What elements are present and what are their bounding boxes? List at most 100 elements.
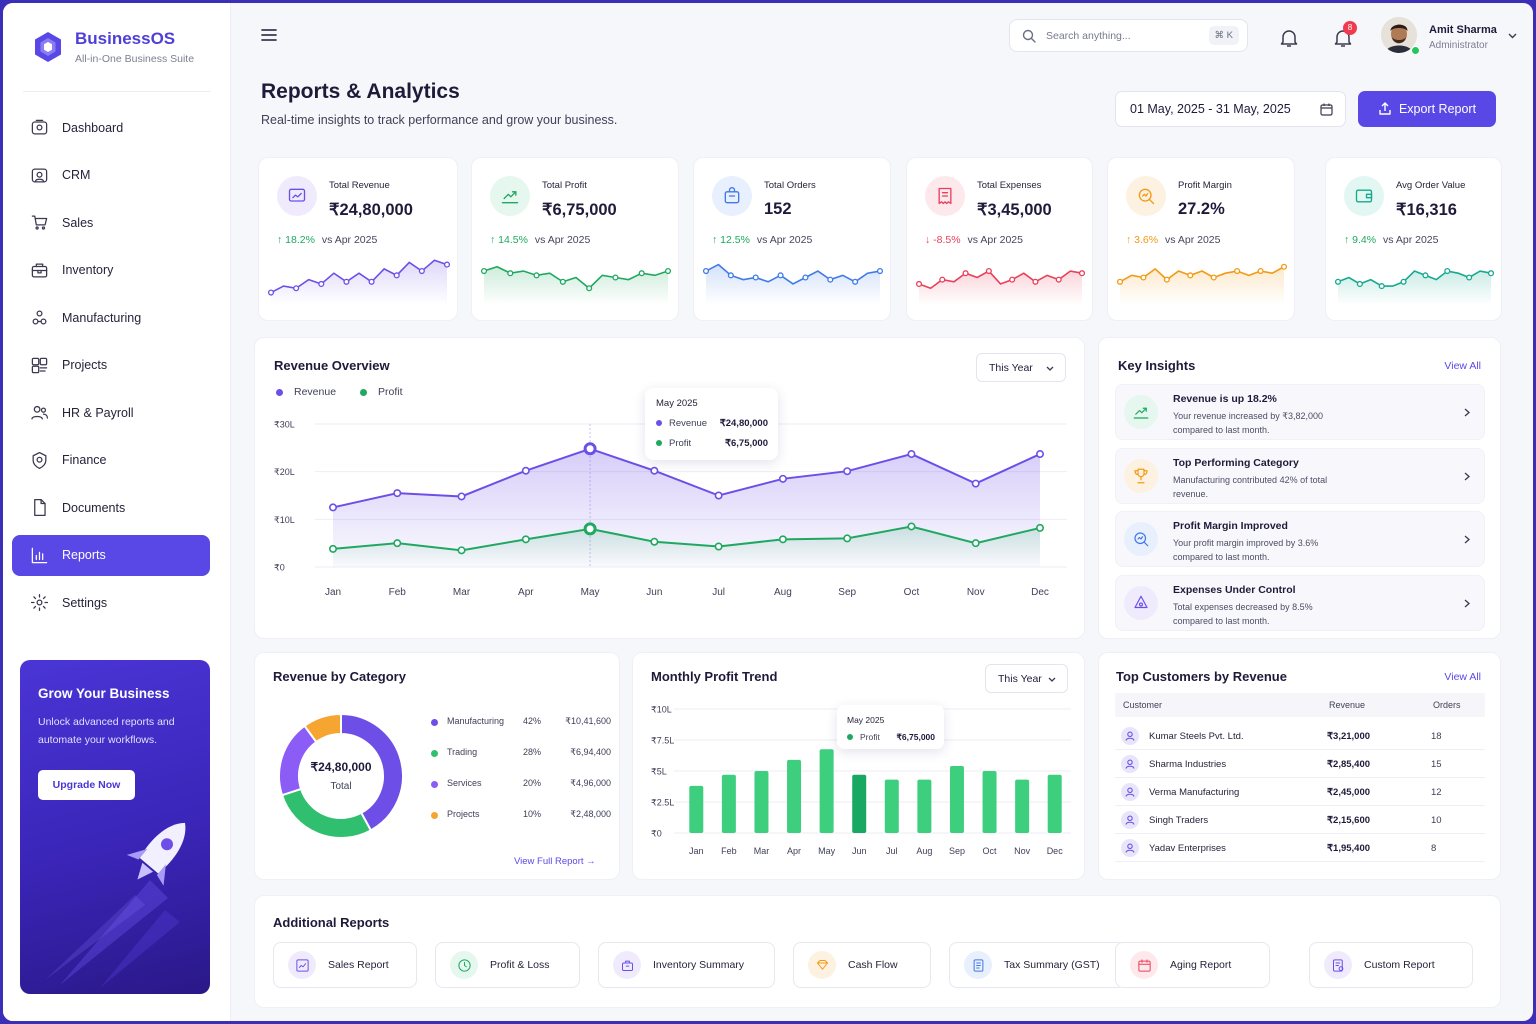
sidebar-item-settings[interactable]: Settings (12, 582, 210, 623)
export-report-label: Export Report (1398, 102, 1477, 116)
kpi-card-total-orders[interactable]: Total Orders 152 ↑ 12.5% vs Apr 2025 (693, 157, 891, 321)
data-point-revenue (393, 489, 402, 498)
menu-toggle-icon[interactable] (261, 28, 277, 42)
report-button-aging-report[interactable]: Aging Report (1115, 942, 1270, 988)
kpi-sparkline (480, 265, 672, 305)
table-row[interactable]: Singh Traders ₹2,15,600 10 (1115, 806, 1485, 834)
arrow-right-icon: → (586, 856, 596, 867)
bar-aug (917, 779, 932, 833)
sidebar-item-label: Sales (62, 215, 94, 230)
view-full-report-link[interactable]: View Full Report → (514, 856, 596, 867)
x-tick-label: Mar (453, 587, 471, 598)
sparkline-area (1338, 271, 1491, 305)
dashboard-icon (31, 119, 48, 135)
data-point-profit (907, 522, 916, 531)
sidebar-item-hr-payroll[interactable]: HR & Payroll (12, 392, 210, 433)
table-row[interactable]: Sharma Industries ₹2,85,400 15 (1115, 750, 1485, 778)
sidebar-item-dashboard[interactable]: Dashboard (12, 107, 210, 148)
report-button-tax-summary-gst[interactable]: Tax Summary (GST) (949, 942, 1125, 988)
upgrade-now-button[interactable]: Upgrade Now (38, 770, 135, 800)
x-tick-label: May (818, 846, 836, 856)
kpi-icon-wrap (712, 176, 752, 216)
profit-period-select[interactable]: This Year (985, 664, 1068, 693)
report-button-cash-flow[interactable]: Cash Flow (793, 942, 931, 988)
sparkline-point (876, 267, 884, 275)
x-tick-label: Jan (325, 587, 341, 598)
customer-orders: 15 (1431, 759, 1442, 770)
kpi-card-avg-order-value[interactable]: Avg Order Value ₹16,316 ↑ 9.4% vs Apr 20… (1325, 157, 1502, 321)
date-range-picker[interactable]: 01 May, 2025 - 31 May, 2025 (1115, 91, 1346, 127)
kpi-card-total-profit[interactable]: Total Profit ₹6,75,000 ↑ 14.5% vs Apr 20… (471, 157, 679, 321)
sidebar-item-finance[interactable]: Finance (12, 440, 210, 481)
chevron-down-icon (1048, 677, 1056, 682)
category-legend-item: Projects 10% ₹2,48,000 (431, 809, 611, 823)
report-button-inventory-summary[interactable]: Inventory Summary (598, 942, 775, 988)
customer-orders: 18 (1431, 731, 1442, 742)
customer-avatar-icon (1121, 811, 1139, 829)
insight-item[interactable]: Expenses Under Control Total expenses de… (1115, 574, 1485, 631)
sidebar-item-reports[interactable]: Reports (12, 534, 210, 576)
top-customers-view-all-link[interactable]: View All (1444, 671, 1481, 683)
report-button-sales-report[interactable]: Sales Report (273, 942, 417, 988)
arrow-up-icon: ↑ (1344, 234, 1350, 246)
insight-title: Expenses Under Control (1173, 583, 1296, 596)
category-legend-item: Manufacturing 42% ₹10,41,600 (431, 716, 611, 730)
bar-dec (1047, 774, 1062, 833)
category-legend-item: Services 20% ₹4,96,000 (431, 778, 611, 792)
trend-up-icon (501, 191, 519, 204)
insight-item[interactable]: Profit Margin Improved Your profit margi… (1115, 511, 1485, 567)
chevron-down-icon[interactable] (1508, 33, 1517, 39)
date-range-value: 01 May, 2025 - 31 May, 2025 (1130, 102, 1291, 116)
x-tick-label: Jan (689, 846, 704, 856)
kpi-label: Total Orders (764, 180, 816, 191)
data-point-profit (971, 539, 980, 548)
report-button-custom-report[interactable]: Custom Report (1309, 942, 1473, 988)
search-box[interactable]: ⌘ K (1009, 19, 1248, 52)
table-row[interactable]: Verma Manufacturing ₹2,45,000 12 (1115, 778, 1485, 806)
report-button-profit-loss[interactable]: Profit & Loss (435, 942, 580, 988)
export-report-button[interactable]: Export Report (1358, 91, 1496, 127)
bag-icon (724, 187, 740, 204)
col-revenue: Revenue (1329, 700, 1366, 710)
legend-revenue[interactable]: Revenue (276, 386, 336, 398)
sidebar-item-projects[interactable]: Projects (12, 345, 210, 386)
search-input[interactable] (1046, 29, 1196, 42)
sidebar-item-sales[interactable]: Sales (12, 202, 210, 243)
sparkline-area (1120, 266, 1284, 305)
kpi-label: Total Revenue (329, 180, 390, 191)
sidebar-item-manufacturing[interactable]: Manufacturing (12, 297, 210, 338)
sparkline-line (1337, 270, 1492, 287)
legend-profit[interactable]: Profit (360, 386, 403, 398)
sparkline-point (802, 274, 809, 281)
table-row[interactable]: Yadav Enterprises ₹1,95,400 8 (1115, 834, 1485, 862)
sparkline-point (480, 267, 488, 275)
sidebar-item-crm[interactable]: CRM (12, 155, 210, 196)
sparkline-point (418, 267, 425, 275)
bar-may (819, 749, 834, 833)
key-insights-view-all-link[interactable]: View All (1444, 360, 1481, 372)
brand-logo[interactable]: BusinessOS All-in-One Business Suite (31, 29, 194, 65)
sparkline-point (939, 276, 946, 283)
insight-icon-wrap (1124, 458, 1158, 493)
sparkline-line (483, 265, 669, 290)
kpi-card-profit-margin[interactable]: Profit Margin 27.2% ↑ 3.6% vs Apr 2025 (1107, 157, 1295, 321)
bar-oct (982, 771, 997, 833)
top-customers-title: Top Customers by Revenue (1116, 669, 1287, 684)
trend-up-icon (1133, 407, 1149, 419)
sidebar-item-inventory[interactable]: Inventory (12, 250, 210, 291)
sidebar-item-documents[interactable]: Documents (12, 487, 210, 528)
kpi-card-total-revenue[interactable]: Total Revenue ₹24,80,000 ↑ 18.2% vs Apr … (258, 157, 458, 321)
kpi-label: Profit Margin (1178, 180, 1232, 191)
customer-avatar-icon (1121, 839, 1139, 857)
data-point-profit (457, 546, 466, 555)
kpi-card-total-expenses[interactable]: Total Expenses ₹3,45,000 ↓ -8.5% vs Apr … (906, 157, 1093, 321)
sparkline-point (752, 274, 759, 281)
margin-icon (1138, 188, 1155, 205)
table-row[interactable]: Kumar Steels Pvt. Ltd. ₹3,21,000 18 (1115, 722, 1485, 750)
insight-item[interactable]: Top Performing Category Manufacturing co… (1115, 447, 1485, 504)
revenue-period-select[interactable]: This Year (976, 353, 1066, 382)
bell-icon[interactable] (1279, 28, 1299, 48)
x-tick-label: Jul (712, 587, 725, 598)
insight-item[interactable]: Revenue is up 18.2% Your revenue increas… (1115, 384, 1485, 440)
data-point-revenue (583, 442, 597, 456)
